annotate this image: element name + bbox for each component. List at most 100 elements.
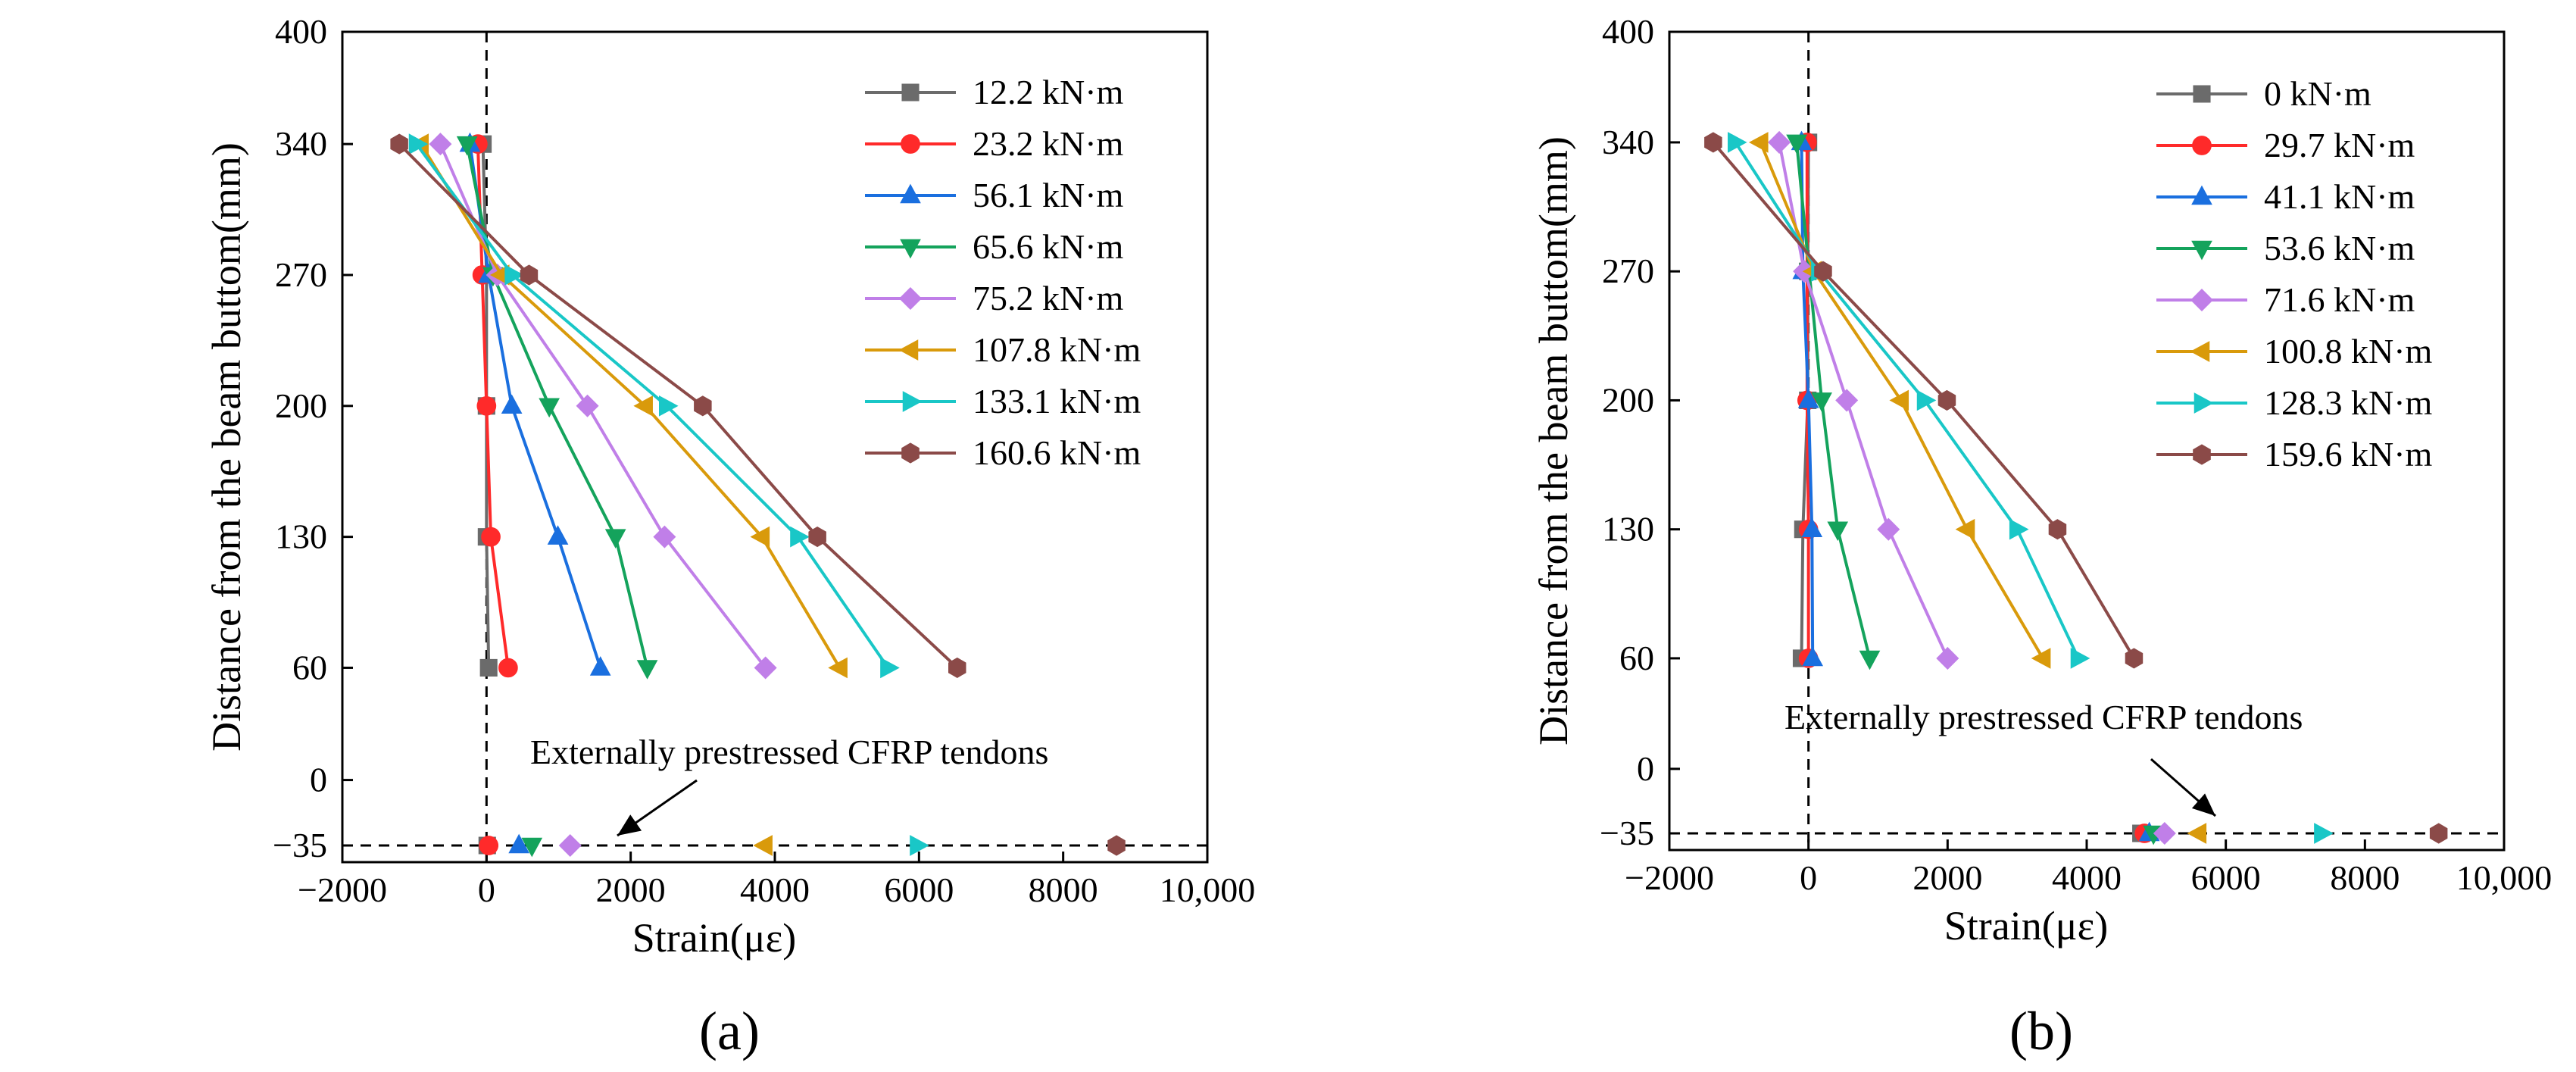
panel-a-legend-label: 56.1 kN·m [973,176,1124,214]
panel-a-data-point [547,525,569,545]
panel-a-y-tick-label: 130 [275,517,327,556]
panel-b-data-point [1811,392,1832,412]
panel-a-x-tick-label: 2000 [596,870,666,909]
panel-a-y-tick-label: 340 [275,124,327,163]
panel-b-data-point [2048,519,2067,540]
panel-a-x-tick-label: 8000 [1029,870,1098,909]
panel-b-data-point [1877,517,1900,541]
panel-b-data-point [1768,130,1791,154]
panel-a-tendon-point [521,837,543,858]
panel-a-annotation-text: Externally prestressed CFRP tendons [530,733,1048,771]
panel-a-legend-marker [900,183,921,204]
panel-b-data-point [1916,389,1937,411]
panel-b-data-point [1786,134,1807,155]
panel-b-data-point [1797,389,1819,408]
panel-a-y-tick-label: 400 [275,12,327,51]
panel-a-data-point [589,656,611,676]
panel-a-data-point [604,529,626,549]
panel-a-legend-label: 107.8 kN·m [973,330,1141,369]
panel-a-series-23.2-kn-m [468,134,518,855]
panel-a-x-tick-label: 0 [478,870,495,909]
panel-a-data-point [828,657,848,679]
panel-a-legend-marker [901,442,920,464]
panel-b-y-tick-label: 130 [1602,510,1654,549]
panel-b-data-point [1814,261,1832,282]
panel-a-data-point [501,394,523,414]
panel-b-data-point [1835,389,1859,412]
panel-b-x-tick-label: 10,000 [2456,858,2553,897]
panel-b-annotation-arrowhead [2191,793,2215,816]
panel-b-tendon-point [2187,823,2207,844]
panel-b-annotation-text: Externally prestressed CFRP tendons [1784,698,2303,736]
panel-b-data-point [1889,389,1909,411]
panel-a-legend: 12.2 kN·m 23.2 kN·m 56.1 kN·m 65.6 kN·m 75.2… [865,73,1141,472]
panel-a-legend-label: 65.6 kN·m [973,227,1124,266]
panel-b-legend-marker [2191,185,2212,205]
panel-a-series-75.2-kn-m [429,133,777,858]
panel-b-data-point [1937,389,1956,411]
panel-b-y-tick-label: 400 [1602,12,1654,51]
panel-a-strain-chart: −2000 0 2000 4000 6000 8000 10,000 −35 0 60 130 200… [204,12,1255,1061]
panel-b-legend-marker [2193,444,2211,465]
panel-b-y-tick-label: 270 [1602,252,1654,290]
panel-a-tendon-point [508,833,529,854]
panel-a-data-point [456,136,478,156]
panel-a-tendon-point [558,833,582,858]
panel-b-legend-label: 71.6 kN·m [2264,280,2415,319]
panel-b-x-tick-label: 4000 [2052,858,2122,897]
panel-b-legend: 0 kN·m 29.7 kN·m 41.1 kN·m 53.6 kN·m 71.6 kN… [2156,74,2433,473]
panel-b-data-point [1955,518,1975,540]
panel-b-data-point [2031,648,2051,669]
panel-b-legend-marker [2190,288,2214,312]
panel-a-data-point [476,395,497,416]
panel-a-data-point [694,395,712,417]
panel-a-legend-marker [898,286,923,311]
panel-b-x-tick-label: 8000 [2330,858,2400,897]
panel-a-legend-label: 75.2 kN·m [973,279,1124,317]
panel-a-x-axis-label: Strain(με) [632,915,797,961]
panel-b-legend-marker [2192,136,2212,155]
panel-b-tendon-point [2153,821,2176,845]
panel-b-legend-marker [2193,85,2211,103]
panel-b-data-point [1727,132,1747,153]
panel-a-data-point [576,394,599,417]
panel-a-data-point [390,133,408,155]
panel-b-data-point [1704,132,1722,153]
panel-b-series-71.6-kn-m [1768,130,2176,845]
panel-b-legend-marker [2194,392,2214,414]
panel-a-data-point [479,658,498,677]
panel-a-y-tick-label: 60 [292,648,327,686]
panel-b-legend-label: 53.6 kN·m [2264,229,2415,267]
panel-a-y-axis-label: Distance from the beam buttom(mm) [204,142,249,752]
panel-b-x-tick-label: 2000 [1912,858,1982,897]
panel-a-data-point [633,395,653,417]
panel-b-x-axis-label: Strain(με) [1944,903,2109,949]
panel-b-data-point [2070,648,2090,669]
panel-a-data-point [504,264,524,286]
panel-a-annotation-arrowhead [617,814,642,836]
panel-a-series-160.6-kn-m [390,133,1126,856]
panel-b-y-tick-label: 200 [1602,380,1654,419]
panel-a-legend-marker [902,391,923,412]
panel-a-y-tick-label: 270 [275,255,327,294]
panel-b-y-tick-label: −35 [1600,814,1654,852]
panel-b-data-point [2125,648,2144,669]
panel-b-legend-label: 128.3 kN·m [2264,383,2433,422]
panel-b-data-point [1936,646,1959,670]
panel-b-legend-marker [2190,341,2210,362]
panel-a-data-point [750,526,770,548]
panel-a-legend-marker [901,134,920,154]
panel-a-x-tick-label: −2000 [298,870,387,909]
panel-a-tendon-point [1107,835,1126,856]
panel-a-tendon-point [910,835,929,856]
panel-a-legend-label: 133.1 kN·m [973,382,1141,420]
panel-a-tendon-point [753,835,773,856]
panel-b-x-tick-label: −2000 [1625,858,1714,897]
panel-a-y-tick-label: −35 [273,826,327,864]
panel-b-label: (b) [2009,1001,2073,1061]
panel-b-series-159.6-kn-m [1704,132,2448,844]
panel-a-legend-label: 12.2 kN·m [973,73,1124,111]
panel-b-strain-chart: −2000 0 2000 4000 6000 8000 10,000 −35 0 60 130 200… [1531,12,2552,1061]
panel-a-data-point [539,398,560,418]
